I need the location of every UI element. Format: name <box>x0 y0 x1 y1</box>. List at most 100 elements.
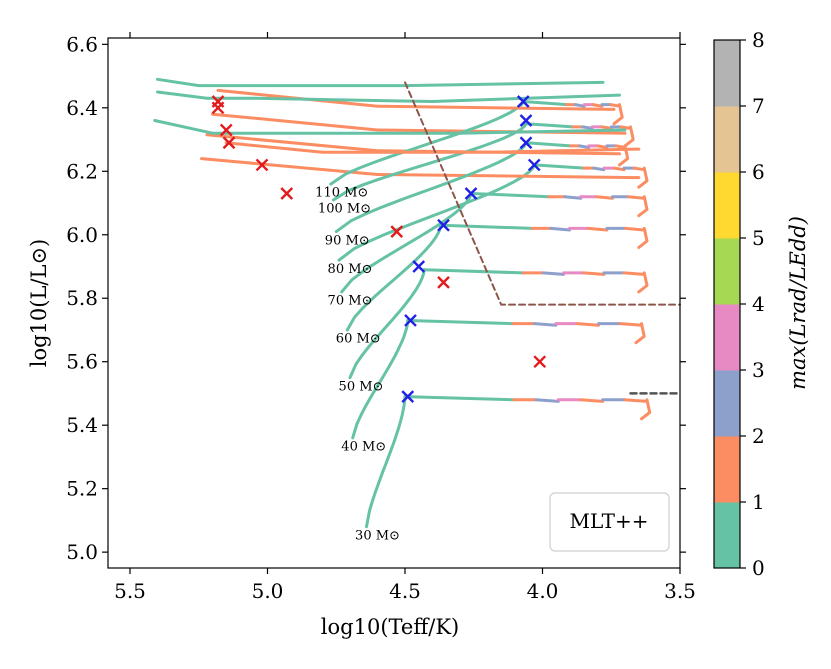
supergiant-segment <box>578 144 591 149</box>
red-x-marker <box>211 101 225 115</box>
crossing-segment <box>524 122 575 129</box>
supergiant-segment <box>549 226 572 232</box>
supergiant-segment <box>581 125 594 130</box>
colorbar-segment <box>714 304 740 371</box>
y-tick-label: 6.0 <box>66 223 98 247</box>
red-hook-segment <box>623 125 635 148</box>
crossing-segment <box>532 163 586 170</box>
mass-label: 70 M⊙ <box>328 294 373 309</box>
track-30-msun <box>365 395 652 529</box>
high-mass-envelope-tracks <box>153 77 641 154</box>
evolutionary-tracks <box>153 77 652 529</box>
supergiant-segment <box>612 166 626 172</box>
red-x-marker <box>219 123 233 137</box>
track-50-msun <box>348 268 649 380</box>
mass-label: 60 M⊙ <box>336 332 381 347</box>
red-hook-segment <box>637 226 649 249</box>
colorbar-segment <box>714 502 740 569</box>
red-x-marker <box>390 225 404 238</box>
red-hook-segment <box>637 195 649 218</box>
red-x-marker-stroke-b <box>222 136 236 150</box>
plot-background <box>108 38 680 568</box>
colorbar-tick-label: 3 <box>752 358 765 382</box>
colorbar-segment <box>714 370 740 437</box>
colorbar-segment <box>714 172 740 239</box>
main-sequence-segment <box>345 223 443 332</box>
y-tick-label: 6.2 <box>66 159 98 183</box>
supergiant-segment <box>622 271 646 276</box>
supergiant-segment <box>592 166 606 172</box>
y-tick-label: 5.8 <box>66 286 98 310</box>
red-hook-segment <box>634 322 646 345</box>
main-sequence-segment <box>365 395 407 529</box>
colorbar-tick-label: 1 <box>752 490 765 514</box>
blue-x-marker <box>404 314 417 327</box>
envelope-track-4 <box>224 141 641 154</box>
x-tick-label: 4.5 <box>389 579 421 603</box>
crossing-segment <box>439 223 534 230</box>
red-x-marker-stroke-b <box>211 101 225 115</box>
y-axis-ticks: 5.0 5.2 5.4 5.6 5.8 6.0 6.2 6.4 6.6 <box>66 32 686 564</box>
blue-x-marker-stroke-b <box>404 314 417 327</box>
blue-x-marker-stroke-b <box>412 260 426 273</box>
track-60-msun <box>345 223 649 332</box>
mass-label: 30 M⊙ <box>355 528 400 543</box>
red-hook-segment <box>612 103 624 126</box>
colorbar-segment <box>714 436 740 503</box>
y-axis-label: log10(L/L⊙) <box>27 239 51 367</box>
main-sequence-segment <box>348 268 426 380</box>
envelope-track-2 <box>156 90 621 103</box>
crossing-segment <box>403 395 516 402</box>
crossing-segment <box>406 319 515 326</box>
x-tick-label: 5.0 <box>252 579 284 603</box>
red-x-marker-stroke-b <box>437 276 450 289</box>
mass-label: 50 M⊙ <box>339 379 384 394</box>
colorbar-tick-label: 4 <box>752 292 765 316</box>
colorbar-segment <box>714 106 740 173</box>
red-x-marker <box>280 187 294 200</box>
colorbar-segment <box>714 40 740 107</box>
supergiant-segment <box>623 398 649 403</box>
blue-loop-segment <box>216 88 616 111</box>
y-tick-label: 5.4 <box>66 413 98 437</box>
colorbar-tick-label: 5 <box>752 226 765 250</box>
legend-frame <box>549 492 670 552</box>
y-tick-label: 6.6 <box>66 32 98 56</box>
y-tick-label: 5.0 <box>66 540 98 564</box>
colorbar-segment <box>714 238 740 305</box>
colorbar-tick-label: 7 <box>752 94 765 118</box>
red-x-marker <box>255 158 269 172</box>
crossing-segment <box>469 192 551 199</box>
legend-box: MLT++ <box>549 492 670 552</box>
supergiant-segment <box>624 226 646 232</box>
x-tick-label: 4.0 <box>527 579 559 603</box>
supergiant-segment <box>618 322 643 327</box>
crossing-segment <box>521 100 569 107</box>
y-tick-label: 6.4 <box>66 96 98 120</box>
x-axis-label: log10(Teff/K) <box>321 615 459 639</box>
red-x-marker-stroke-b <box>255 158 269 172</box>
blue-x-marker-stroke-b <box>437 218 450 232</box>
blue-x-marker-stroke-b <box>464 187 478 200</box>
supergiant-segment <box>596 144 609 149</box>
supergiant-segment <box>534 398 560 403</box>
blue-x-marker <box>437 218 450 232</box>
crossing-segment <box>422 268 525 275</box>
blue-x-marker-stroke-b <box>401 390 415 403</box>
supergiant-segment <box>595 195 614 200</box>
legend-text: MLT++ <box>570 509 649 533</box>
plot-frame <box>107 37 681 569</box>
supergiant-segment <box>619 125 632 130</box>
red-x-marker-stroke-b <box>219 123 233 137</box>
x-tick-label: 5.5 <box>114 579 146 603</box>
colorbar-tick-label: 8 <box>752 28 765 52</box>
supergiant-segment <box>626 195 646 200</box>
x-axis-ticks: 5.5 5.0 4.5 4.0 3.5 <box>114 32 696 603</box>
red-x-marker-stroke-b <box>280 187 294 200</box>
red-hook-segment <box>637 271 649 294</box>
red-hook-segment <box>640 398 652 421</box>
blue-x-marker <box>519 114 533 127</box>
blue-x-marker <box>516 95 530 108</box>
red-x-marker <box>437 276 450 289</box>
